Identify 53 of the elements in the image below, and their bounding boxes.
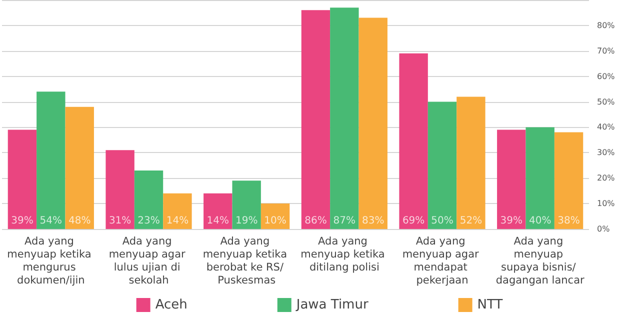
bar xyxy=(163,193,192,229)
bar xyxy=(36,92,66,229)
x-tick-label: Ada yang menyuap ketika mengurus dokumen/ijin xyxy=(7,236,95,286)
bar xyxy=(456,96,486,229)
data-label: 19% xyxy=(235,216,258,226)
x-tick-label: Ada yang menyuap ketika ditilang polisi xyxy=(300,236,388,274)
bar xyxy=(106,150,134,229)
data-label: 86% xyxy=(304,216,327,226)
legend-label: Jawa Timur xyxy=(295,298,369,312)
x-tick-label: Ada yang menyuap supaya bisnis/ dagangan lancar xyxy=(496,236,585,286)
y-tick-label: 0% xyxy=(597,224,610,234)
data-label: 38% xyxy=(558,216,580,226)
bar xyxy=(358,18,388,229)
bar xyxy=(204,193,232,229)
data-label: 48% xyxy=(68,216,91,226)
data-label: 83% xyxy=(362,216,384,226)
y-tick-label: 20% xyxy=(597,174,616,183)
data-label: 39% xyxy=(11,216,34,226)
bar xyxy=(8,130,37,229)
legend-label: NTT xyxy=(477,298,503,312)
data-label: 14% xyxy=(206,216,230,226)
bar xyxy=(399,53,428,229)
x-tick-label: Ada yang menyuap ketika berobat ke RS/ Puskesmas xyxy=(202,236,290,286)
data-label: 50% xyxy=(431,216,454,226)
bar xyxy=(134,170,164,229)
y-tick-label: 60% xyxy=(597,72,616,81)
data-label: 10% xyxy=(264,216,286,226)
y-tick-label: 70% xyxy=(597,46,616,56)
data-label: 39% xyxy=(500,216,523,226)
data-label: 40% xyxy=(528,216,552,226)
bar xyxy=(232,180,261,229)
data-label: 52% xyxy=(460,216,482,226)
bar xyxy=(526,127,554,229)
data-label: 87% xyxy=(333,216,356,226)
data-label: 69% xyxy=(402,216,425,226)
bar xyxy=(497,130,526,229)
y-tick-label: 80% xyxy=(597,20,616,30)
data-label: 31% xyxy=(108,216,132,226)
y-tick-label: 50% xyxy=(597,97,616,106)
bar xyxy=(65,106,94,229)
x-tick-label: Ada yang menyuap agar mendapat pekerjaan xyxy=(402,236,482,286)
y-tick-label: 10% xyxy=(597,199,616,208)
bar xyxy=(301,10,330,229)
y-tick-label: 40% xyxy=(597,122,616,132)
y-tick-label: 30% xyxy=(597,148,616,158)
data-label: 23% xyxy=(138,216,160,226)
data-label: 54% xyxy=(40,216,62,226)
data-label: 14% xyxy=(166,216,189,226)
x-tick-label: Ada yang menyuap agar lulus ujian di sekolah xyxy=(108,236,189,286)
bar xyxy=(330,8,359,229)
bar xyxy=(554,132,584,229)
bar xyxy=(428,102,457,229)
legend-label: Aceh xyxy=(155,298,188,312)
